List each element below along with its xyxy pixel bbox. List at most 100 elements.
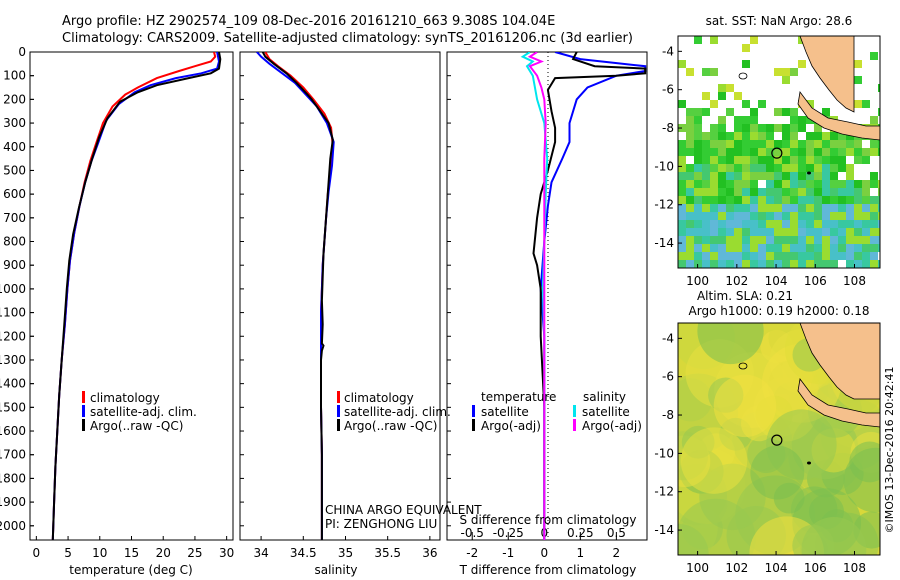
sst-cell (694, 148, 702, 156)
sst-cell (758, 172, 766, 180)
sst-cell (806, 156, 814, 164)
sst-cell (742, 228, 750, 236)
sst-cell (790, 116, 798, 124)
sst-cell (710, 260, 718, 268)
sst-cell (766, 236, 774, 244)
sst-cell (718, 204, 726, 212)
sst-cell (766, 188, 774, 196)
sst-cell (766, 132, 774, 140)
sst-cell (854, 212, 862, 220)
sst-cell (718, 116, 726, 124)
sst-cell (870, 172, 878, 180)
sst-cell (702, 212, 710, 220)
sst-cell (718, 84, 726, 92)
legend-label-s-satellite: satellite (582, 405, 630, 419)
sst-cell (766, 180, 774, 188)
sst-cell (814, 124, 822, 132)
sst-cell (782, 252, 790, 260)
sst-cell (790, 228, 798, 236)
x-tick-label: 20 (156, 546, 171, 560)
sst-cell (694, 180, 702, 188)
sst-cell (734, 188, 742, 196)
sst-cell (686, 68, 694, 76)
depth-tick-label: 300 (3, 116, 26, 130)
sst-cell (702, 68, 710, 76)
sst-cell (758, 156, 766, 164)
difference-legend: temperature salinity satellite Argo(-adj… (472, 390, 642, 433)
sst-cell (798, 244, 806, 252)
sst-cell (798, 236, 806, 244)
lat-tick-label: -10 (654, 446, 674, 460)
lon-tick-label: 106 (804, 561, 827, 575)
sst-cell (710, 100, 718, 108)
x-tick-label: 5 (64, 546, 72, 560)
sst-cell (774, 180, 782, 188)
lat-tick-label: -8 (662, 121, 674, 135)
sst-cell (814, 252, 822, 260)
s-tick-label: 0.5 (607, 526, 626, 540)
sst-cell (774, 212, 782, 220)
sst-cell (718, 220, 726, 228)
sst-cell (774, 196, 782, 204)
profile-line-t-diff-satellite (539, 52, 647, 540)
x-tick-label: 34.5 (290, 546, 317, 560)
sst-cell (822, 236, 830, 244)
sst-cell (854, 140, 862, 148)
sst-cell (782, 212, 790, 220)
sst-cell (790, 156, 798, 164)
legend-label-s-argo: Argo(-adj) (582, 419, 642, 433)
sst-cell (686, 140, 694, 148)
sst-cell (814, 212, 822, 220)
sst-cell (718, 196, 726, 204)
sst-cell (806, 252, 814, 260)
sst-cell (702, 228, 710, 236)
s-tick-label: -0.5 (461, 526, 484, 540)
java-land (797, 91, 880, 141)
sst-cell (830, 140, 838, 148)
sst-cell (750, 228, 758, 236)
sst-cell (678, 212, 686, 220)
sst-cell (822, 156, 830, 164)
sst-cell (686, 180, 694, 188)
sst-cell (838, 204, 846, 212)
sst-cell (782, 68, 790, 76)
sst-cell (854, 100, 862, 108)
sst-cell (798, 116, 806, 124)
difference-plot-frame (446, 51, 648, 541)
sst-cell (758, 196, 766, 204)
depth-tick-label: 1500 (0, 400, 26, 414)
depth-tick-label: 900 (3, 258, 26, 272)
sst-cell (870, 204, 878, 212)
sst-cell (678, 140, 686, 148)
legend-label-climatology: climatology (90, 391, 160, 405)
sst-cell (806, 220, 814, 228)
sst-cell (878, 140, 880, 148)
legend-swatch-argo (337, 419, 340, 431)
sst-cell (734, 148, 742, 156)
sst-cell (830, 220, 838, 228)
temperature-plot-frame (29, 51, 234, 541)
christmas-island (807, 171, 811, 175)
sst-cell (710, 148, 718, 156)
sst-cell (702, 220, 710, 228)
sla-map-title: Altim. SLA: 0.21 (697, 289, 793, 303)
sst-cell (702, 148, 710, 156)
sst-cell (734, 92, 742, 100)
sst-cell (726, 156, 734, 164)
x-tick-label: 2 (613, 546, 621, 560)
sst-cell (774, 236, 782, 244)
depth-tick-label: 1900 (0, 495, 26, 509)
sst-cell (774, 252, 782, 260)
sst-cell (774, 172, 782, 180)
sst-cell (710, 228, 718, 236)
sst-cell (766, 148, 774, 156)
sst-cell (854, 236, 862, 244)
sst-cell (766, 220, 774, 228)
sst-cell (822, 132, 830, 140)
sst-cell (702, 172, 710, 180)
sst-cell (774, 124, 782, 132)
sst-cell (758, 252, 766, 260)
sst-cell (678, 228, 686, 236)
lon-tick-label: 108 (843, 274, 866, 288)
sst-cell (726, 180, 734, 188)
